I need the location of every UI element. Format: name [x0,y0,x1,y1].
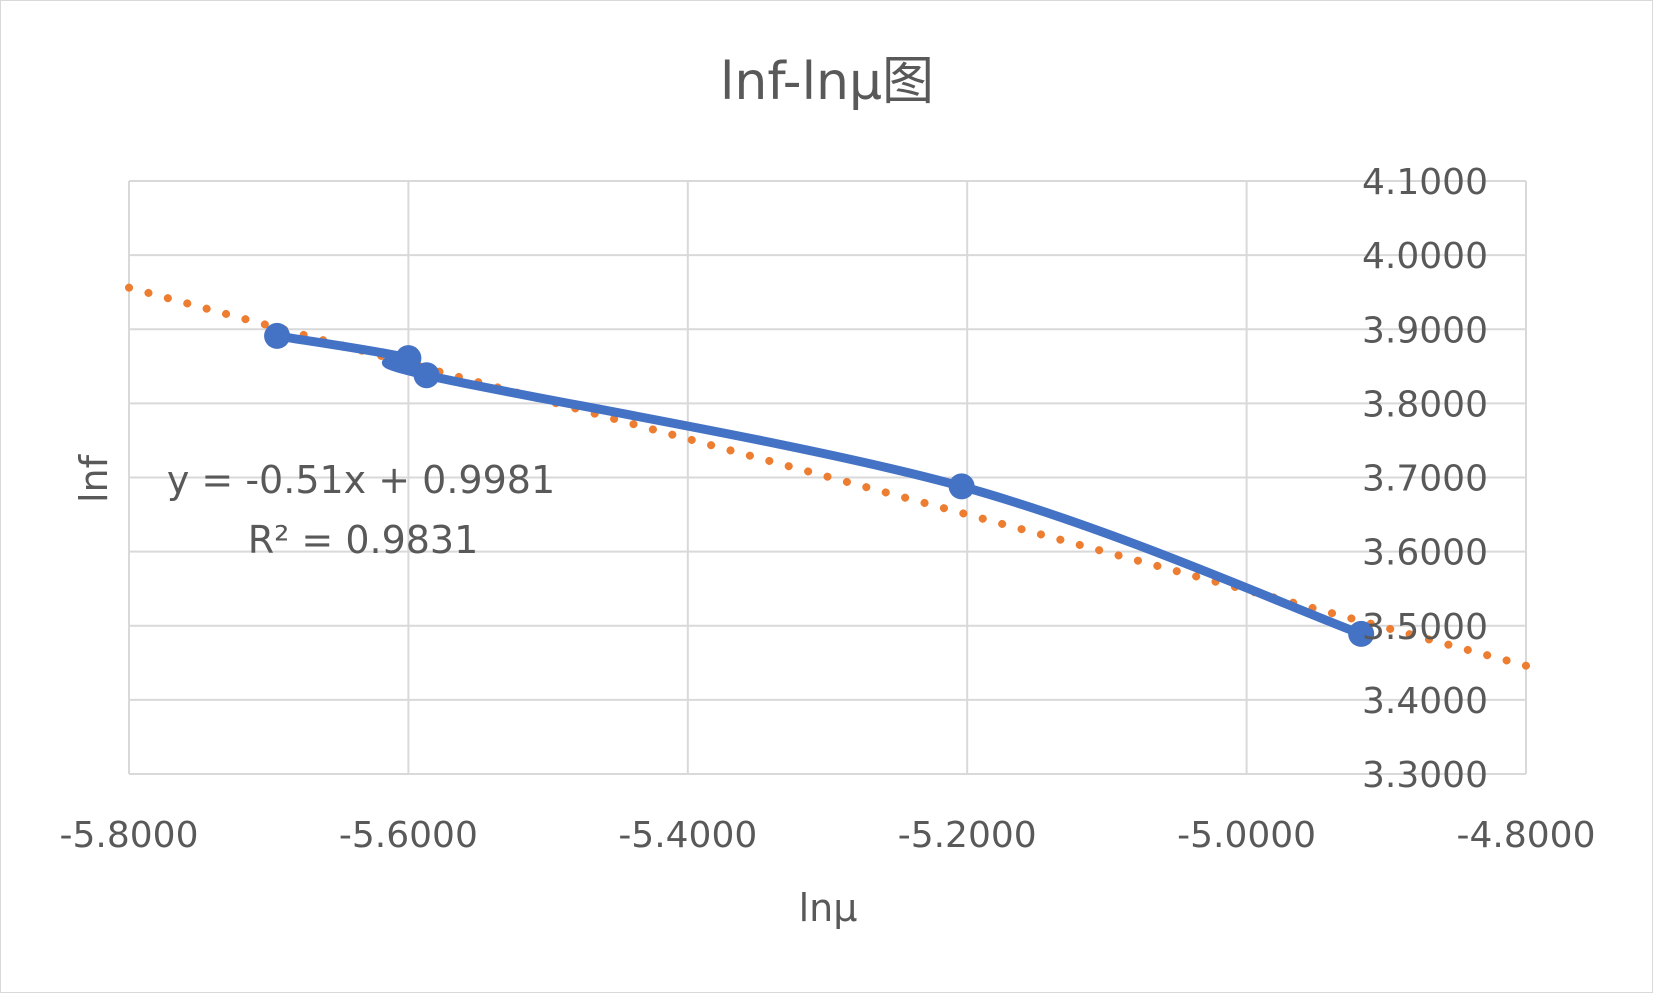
y-tick-label: 3.3000 [1362,755,1488,796]
y-axis-label: lnf [72,453,116,503]
y-tick-label: 3.9000 [1362,310,1488,351]
data-point [1348,620,1375,647]
data-point [948,473,975,500]
y-tick-label: 4.0000 [1362,236,1488,277]
horizontal-gridlines [129,180,1526,775]
y-tick-labels: 3.3000 3.4000 3.5000 3.6000 3.7000 3.8000 3.90… [1362,162,1488,796]
y-tick-label: 3.7000 [1362,459,1488,500]
trendline-r-squared: R² = 0.9831 [248,518,479,562]
x-tick-label: -5.2000 [898,815,1037,856]
y-tick-label: 3.8000 [1362,384,1488,425]
chart-title: lnf-lnμ图 [720,52,934,112]
data-point [413,362,440,389]
x-tick-label: -4.8000 [1457,815,1596,856]
trendline-equation: y = -0.51x + 0.9981 [167,458,555,502]
x-tick-label: -5.4000 [618,815,757,856]
x-axis-label: lnμ [799,886,858,930]
x-tick-label: -5.6000 [339,815,478,856]
x-tick-labels: -5.8000 -5.6000 -5.4000 -5.2000 -5.0000 -4.80… [60,815,1596,856]
y-tick-label: 3.5000 [1362,607,1488,648]
y-tick-label: 3.6000 [1362,533,1488,574]
data-point [264,322,291,349]
y-tick-label: 3.4000 [1362,681,1488,722]
x-tick-label: -5.0000 [1177,815,1316,856]
data-series [264,322,1375,647]
data-point [395,345,422,372]
y-tick-label: 4.1000 [1362,162,1488,203]
x-tick-label: -5.8000 [60,815,199,856]
